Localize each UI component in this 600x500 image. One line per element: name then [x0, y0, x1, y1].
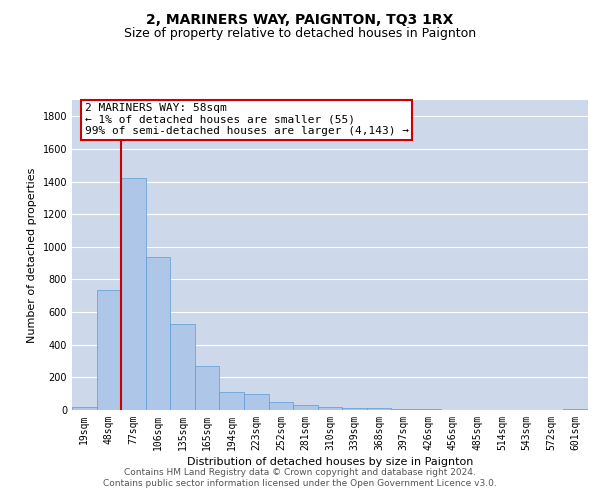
Text: Contains HM Land Registry data © Crown copyright and database right 2024.
Contai: Contains HM Land Registry data © Crown c…	[103, 468, 497, 487]
Bar	[269, 402, 293, 410]
Text: 2 MARINERS WAY: 58sqm
← 1% of detached houses are smaller (55)
99% of semi-detac: 2 MARINERS WAY: 58sqm ← 1% of detached h…	[85, 104, 409, 136]
Bar	[195, 366, 220, 410]
Bar	[367, 408, 391, 410]
Bar	[318, 406, 342, 410]
Bar	[342, 408, 367, 410]
Bar	[170, 324, 195, 410]
Y-axis label: Number of detached properties: Number of detached properties	[27, 168, 37, 342]
Bar	[72, 406, 97, 410]
Text: Size of property relative to detached houses in Paignton: Size of property relative to detached ho…	[124, 28, 476, 40]
Bar	[121, 178, 146, 410]
Text: 2, MARINERS WAY, PAIGNTON, TQ3 1RX: 2, MARINERS WAY, PAIGNTON, TQ3 1RX	[146, 12, 454, 26]
Bar	[146, 258, 170, 410]
Bar	[97, 290, 121, 410]
X-axis label: Distribution of detached houses by size in Paignton: Distribution of detached houses by size …	[187, 457, 473, 467]
Bar	[391, 409, 416, 410]
Bar	[416, 409, 440, 410]
Bar	[293, 405, 318, 410]
Bar	[244, 394, 269, 410]
Bar	[563, 409, 588, 410]
Bar	[220, 392, 244, 410]
